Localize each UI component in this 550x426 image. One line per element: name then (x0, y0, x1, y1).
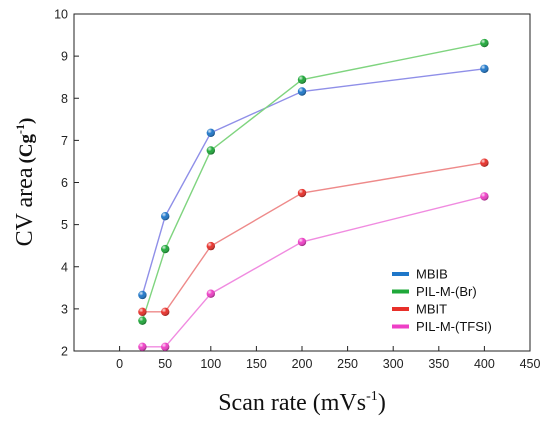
x-tick-label: 100 (200, 357, 221, 371)
data-point-shade (138, 307, 147, 317)
y-tick-label: 3 (61, 302, 68, 316)
x-tick-label: 350 (428, 357, 449, 371)
x-tick-label: 400 (474, 357, 495, 371)
y-tick-label: 6 (61, 176, 68, 190)
legend: MBIB PIL-M-(Br) MBIT PIL-M-(TFSI) (392, 267, 492, 334)
x-tick-label: 300 (383, 357, 404, 371)
data-point-shade (206, 146, 215, 155)
data-point-shade (161, 244, 170, 254)
x-axis-title: Scan rate (mVs-1) (218, 389, 386, 416)
x-tick-label: 200 (292, 357, 313, 371)
data-point-shade (297, 75, 307, 84)
axes: 0 50 100 150 200 250 300 350 400 450 2 3 4 5 6 7 8 9 10 (54, 8, 540, 372)
series-mbib (138, 64, 489, 300)
x-tick-label: 50 (158, 357, 172, 371)
legend-label: MBIT (416, 302, 447, 317)
data-point-shade (138, 316, 147, 325)
y-tick-label: 4 (61, 260, 68, 274)
series-line (141, 68, 485, 296)
y-tick-label: 2 (61, 345, 68, 359)
data-point-shade (206, 241, 215, 251)
data-point-shade (480, 158, 489, 167)
x-tick-label: 450 (520, 357, 541, 371)
y-axis-unit-sup: -1 (13, 124, 27, 134)
data-point-shade (297, 237, 307, 247)
series-pil-m-tfsi (138, 192, 489, 351)
y-tick-label: 8 (61, 92, 68, 106)
y-axis-unit-close: ) (16, 118, 37, 124)
x-tick-label: 0 (116, 357, 123, 371)
x-axis-label-sup: -1 (366, 389, 378, 404)
x-axis-label: Scan rate (mVs (218, 390, 366, 416)
data-point-shade (206, 128, 215, 137)
data-point-shade (138, 342, 147, 351)
data-point-shade (480, 38, 489, 48)
x-tick-label: 150 (246, 357, 267, 371)
data-point-shade (480, 192, 489, 201)
series-mbit (138, 158, 489, 317)
data-point-shade (138, 290, 147, 300)
legend-label: MBIB (416, 267, 448, 282)
data-point-shade (297, 188, 307, 198)
legend-label: PIL-M-(Br) (416, 284, 477, 299)
plot-frame (73, 13, 531, 352)
data-point-shade (161, 342, 170, 351)
legend-label: PIL-M-(TFSI) (416, 319, 492, 334)
data-point-shade (206, 289, 215, 298)
y-tick-label: 9 (61, 50, 68, 64)
data-point-shade (297, 87, 307, 96)
y-axis-title: CV area (Cg-1) (12, 118, 38, 247)
y-tick-label: 7 (61, 134, 68, 148)
y-axis-label: CV area (12, 167, 38, 246)
data-point-shade (480, 64, 489, 73)
series-layer (138, 38, 489, 351)
y-tick-label: 5 (61, 218, 68, 232)
x-tick-label: 250 (337, 357, 358, 371)
x-axis-label-close: ) (378, 390, 386, 416)
data-point-shade (161, 307, 170, 317)
data-point-shade (161, 212, 170, 221)
y-tick-label: 10 (54, 8, 68, 22)
y-axis-unit: (Cg (16, 133, 37, 163)
series-pil-m-br (138, 38, 489, 325)
